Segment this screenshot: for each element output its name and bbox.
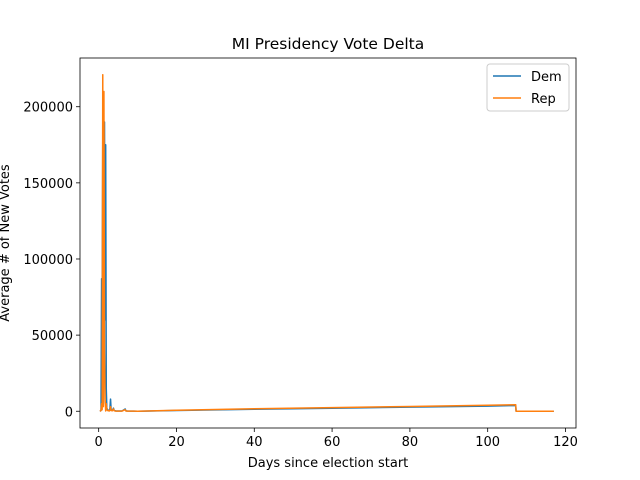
x-tick-label: 0: [95, 435, 103, 450]
legend-label-dem: Dem: [531, 70, 562, 85]
plot-area: 0 20 40 60 80 100 120 0 50000 100000 150000 200000: [23, 57, 578, 450]
x-tick-label: 60: [324, 435, 341, 450]
x-tick-label: 120: [553, 435, 578, 450]
y-axis-label: Average # of New Votes: [0, 164, 13, 322]
x-tick-label: 20: [168, 435, 185, 450]
legend-label-rep: Rep: [531, 92, 556, 107]
y-tick-label: 50000: [32, 329, 73, 344]
y-tick-label: 150000: [23, 177, 73, 192]
y-tick-label: 100000: [23, 253, 73, 268]
x-tick-label: 100: [475, 435, 500, 450]
axes-frame: [79, 57, 577, 429]
series-line-rep: [99, 74, 554, 412]
legend: Dem Rep: [486, 63, 570, 112]
x-axis-label: Days since election start: [248, 456, 409, 471]
x-tick-label: 80: [402, 435, 419, 450]
y-tick-label: 0: [65, 405, 73, 420]
chart-title: MI Presidency Vote Delta: [232, 35, 425, 53]
x-tick-label: 40: [246, 435, 263, 450]
y-tick-label: 200000: [23, 101, 73, 116]
